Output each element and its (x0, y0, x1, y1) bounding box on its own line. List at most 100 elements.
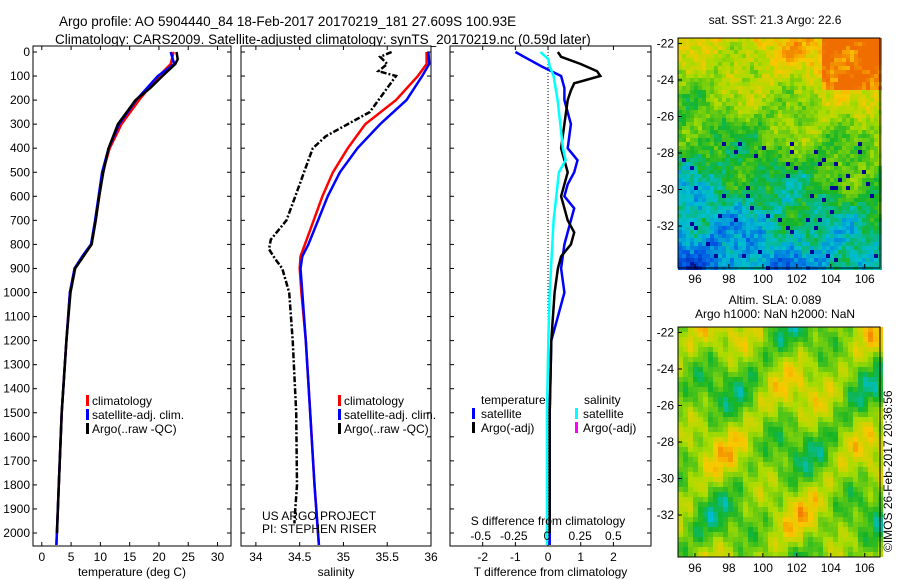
y-tick-label: 1000 (3, 286, 30, 300)
legend-swatch (472, 408, 475, 419)
series-line-temperature-satellite (514, 50, 579, 545)
legend-label: climatology (344, 394, 404, 408)
lon-tick-label: 96 (688, 561, 702, 575)
secondary-x-tick-label: -0.25 (500, 529, 528, 543)
y-tick-label: 1700 (3, 454, 30, 468)
x-tick-label: 5 (68, 550, 75, 564)
lon-tick-label: 102 (787, 272, 807, 286)
y-tick-label: 1900 (3, 502, 30, 516)
lon-tick-label: 96 (688, 272, 702, 286)
secondary-x-axis-label: S difference from climatology (471, 514, 626, 528)
x-tick-label: 35.5 (376, 550, 400, 564)
legend-swatch (575, 422, 578, 433)
lon-tick-label: 104 (821, 272, 841, 286)
y-tick-label: 400 (10, 141, 30, 155)
y-tick-label: 1100 (4, 310, 30, 324)
series-line-satellite-adj-clim- (299, 51, 431, 546)
x-tick-label: -1 (510, 550, 521, 564)
legend-swatch (338, 423, 341, 434)
x-tick-label: 36 (424, 550, 438, 564)
lat-tick-label: -26 (657, 109, 675, 123)
y-tick-label: 500 (10, 165, 30, 179)
legend-swatch (86, 409, 89, 420)
lon-tick-label: 98 (722, 561, 736, 575)
sla-map (677, 326, 883, 558)
legend-swatch (472, 422, 475, 433)
imos-credit: ©IMOS 26-Feb-2017 20:36:56 (881, 390, 895, 552)
secondary-x-tick-label: 0.5 (605, 529, 622, 543)
legend-swatch (338, 395, 341, 406)
x-tick-label: 15 (123, 550, 137, 564)
lat-tick-label: -28 (657, 146, 675, 160)
legend-label: Argo(..raw -QC) (344, 422, 429, 436)
x-tick-label: -2 (477, 550, 488, 564)
lat-tick-label: -30 (657, 183, 675, 197)
lat-tick-label: -22 (657, 325, 675, 339)
legend-label: climatology (92, 394, 152, 408)
y-tick-label: 900 (10, 261, 30, 275)
y-tick-label: 100 (10, 69, 30, 83)
secondary-x-tick-label: 0 (544, 529, 551, 543)
lat-tick-label: -28 (657, 435, 675, 449)
x-tick-label: 10 (94, 550, 108, 564)
lat-tick-label: -24 (657, 73, 675, 87)
y-tick-label: 0 (23, 45, 30, 59)
lat-tick-label: -32 (657, 508, 675, 522)
x-tick-label: 2 (610, 550, 617, 564)
y-tick-label: 1200 (3, 334, 30, 348)
y-tick-label: 200 (10, 93, 30, 107)
x-tick-label: 34.5 (288, 550, 312, 564)
figure-title-line1: Argo profile: AO 5904440_84 18-Feb-2017 … (59, 14, 516, 29)
lon-tick-label: 104 (821, 561, 841, 575)
lat-tick-label: -22 (657, 36, 675, 50)
series-line-argo-raw-qc- (55, 51, 179, 534)
project-name: US ARGO PROJECT (262, 509, 377, 523)
series-line-salinity-satellite (539, 51, 567, 545)
series-line-argo-raw-qc- (267, 50, 399, 524)
x-tick-label: 25 (182, 550, 196, 564)
lon-tick-label: 102 (787, 561, 807, 575)
series-line-temperature-argo-adj- (548, 51, 603, 533)
lon-tick-label: 100 (753, 272, 773, 286)
x-tick-label: 0 (545, 550, 552, 564)
lat-tick-label: -30 (657, 472, 675, 486)
y-tick-label: 800 (10, 237, 30, 251)
x-tick-label: 1 (577, 550, 584, 564)
legend-label: Argo(..raw -QC) (92, 422, 177, 436)
difference-profile-panel (449, 45, 652, 547)
y-tick-label: 1800 (3, 478, 30, 492)
legend-title-temperature: temperature (481, 393, 546, 407)
lat-tick-label: -26 (657, 398, 675, 412)
y-tick-label: 1400 (3, 382, 30, 396)
plot-frame (240, 45, 432, 547)
plot-frame (32, 45, 232, 547)
x-axis-label: salinity (318, 565, 355, 579)
map-subtitle: Argo h1000: NaN h2000: NaN (695, 307, 855, 321)
legend-label: satellite-adj. clim. (92, 408, 184, 422)
lat-tick-label: -32 (657, 219, 675, 233)
x-tick-label: 20 (152, 550, 166, 564)
x-axis-label: T difference from climatology (474, 565, 628, 579)
x-tick-label: 34 (249, 550, 263, 564)
y-tick-label: 2000 (3, 526, 30, 540)
lon-tick-label: 98 (722, 272, 736, 286)
legend-label: satellite-adj. clim. (344, 408, 436, 422)
y-tick-label: 1600 (3, 430, 30, 444)
secondary-x-tick-label: 0.25 (568, 529, 592, 543)
project-pi: PI: STEPHEN RISER (262, 522, 377, 536)
legend-swatch (575, 408, 578, 419)
x-axis-label: temperature (deg C) (78, 565, 186, 579)
lat-tick-label: -24 (657, 362, 675, 376)
legend-label: Argo(-adj) (481, 421, 534, 435)
y-tick-label: 600 (10, 189, 30, 203)
sst-map (677, 37, 882, 270)
temperature-profile-panel (32, 45, 232, 547)
y-tick-label: 1300 (3, 358, 30, 372)
x-tick-label: 30 (211, 550, 225, 564)
legend-swatch (86, 395, 89, 406)
lon-tick-label: 100 (753, 561, 773, 575)
legend-label: satellite (481, 407, 522, 421)
y-tick-label: 300 (10, 117, 30, 131)
map-title: Altim. SLA: 0.089 (729, 293, 822, 307)
